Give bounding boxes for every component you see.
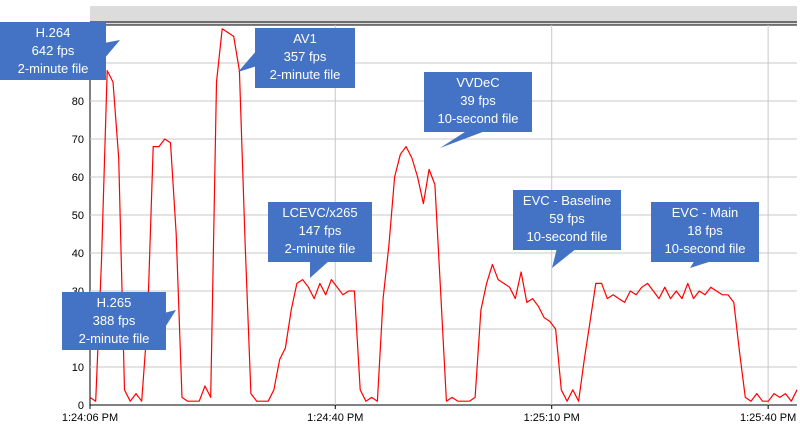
callout-text: AV1 bbox=[293, 31, 317, 46]
callout-pointer bbox=[164, 310, 176, 329]
annotation-callout: LCEVC/x265 147 fps 2-minute file bbox=[268, 202, 372, 278]
callout-box bbox=[255, 28, 355, 88]
y-tick-label: 70 bbox=[72, 134, 84, 146]
callout-text: 18 fps bbox=[687, 223, 723, 238]
callout-text: 2-minute file bbox=[79, 331, 150, 346]
callout-text: 10-second file bbox=[438, 111, 519, 126]
x-axis-ticks: 1:24:06 PM 1:24:40 PM 1:25:10 PM 1:25:40 PM bbox=[62, 405, 796, 424]
top-band bbox=[90, 6, 797, 25]
callout-text: 2-minute file bbox=[285, 241, 356, 256]
callout-text: 147 fps bbox=[299, 223, 342, 238]
callout-pointer bbox=[238, 50, 257, 72]
y-axis-ticks: 0102030405060708090 bbox=[72, 58, 84, 412]
y-tick-label: 40 bbox=[72, 248, 84, 260]
callout-box bbox=[424, 72, 532, 132]
annotation-callout: EVC - Main 18 fps 10-second file bbox=[651, 202, 759, 268]
annotation-callouts: H.264 642 fps 2-minute file AV1 357 fps 2-min… bbox=[0, 22, 759, 350]
callout-text: 2-minute file bbox=[270, 67, 341, 82]
y-tick-label: 0 bbox=[78, 400, 84, 412]
callout-box bbox=[513, 190, 621, 250]
callout-text: H.264 bbox=[36, 25, 71, 40]
annotation-callout: AV1 357 fps 2-minute file bbox=[238, 28, 355, 88]
annotation-callout: VVDeC 39 fps 10-second file bbox=[424, 72, 532, 148]
callout-pointer bbox=[310, 260, 330, 278]
y-tick-label: 50 bbox=[72, 210, 84, 222]
callout-box bbox=[651, 202, 759, 262]
annotation-callout: H.264 642 fps 2-minute file bbox=[0, 22, 120, 80]
callout-pointer bbox=[440, 130, 488, 148]
x-tick-label: 1:25:40 PM bbox=[740, 412, 796, 424]
callout-text: LCEVC/x265 bbox=[282, 205, 357, 220]
y-tick-label: 10 bbox=[72, 362, 84, 374]
callout-text: 357 fps bbox=[284, 49, 327, 64]
callout-pointer bbox=[104, 40, 120, 59]
y-tick-label: 60 bbox=[72, 172, 84, 184]
callout-text: 10-second file bbox=[665, 241, 746, 256]
callout-text: 388 fps bbox=[93, 313, 136, 328]
callout-text: 10-second file bbox=[527, 229, 608, 244]
callout-text: 2-minute file bbox=[18, 61, 89, 76]
annotation-callout: H.265 388 fps 2-minute file bbox=[62, 292, 176, 350]
callout-box bbox=[62, 292, 166, 350]
series-layer bbox=[89, 28, 798, 402]
callout-text: VVDeC bbox=[456, 75, 499, 90]
x-tick-label: 1:25:10 PM bbox=[524, 412, 580, 424]
callout-text: 39 fps bbox=[460, 93, 496, 108]
x-tick-label: 1:24:40 PM bbox=[307, 412, 363, 424]
callout-text: EVC - Baseline bbox=[523, 193, 611, 208]
y-tick-label: 80 bbox=[72, 96, 84, 108]
fps-series-line bbox=[89, 28, 798, 402]
callout-pointer bbox=[552, 248, 577, 268]
callout-text: 59 fps bbox=[549, 211, 585, 226]
x-tick-label: 1:24:06 PM bbox=[62, 412, 118, 424]
annotation-callout: EVC - Baseline 59 fps 10-second file bbox=[513, 190, 621, 268]
callout-text: H.265 bbox=[97, 295, 132, 310]
callout-text: EVC - Main bbox=[672, 205, 738, 220]
gridlines bbox=[90, 25, 797, 405]
callout-box bbox=[0, 22, 106, 80]
callout-text: 642 fps bbox=[32, 43, 75, 58]
callout-box bbox=[268, 202, 372, 262]
